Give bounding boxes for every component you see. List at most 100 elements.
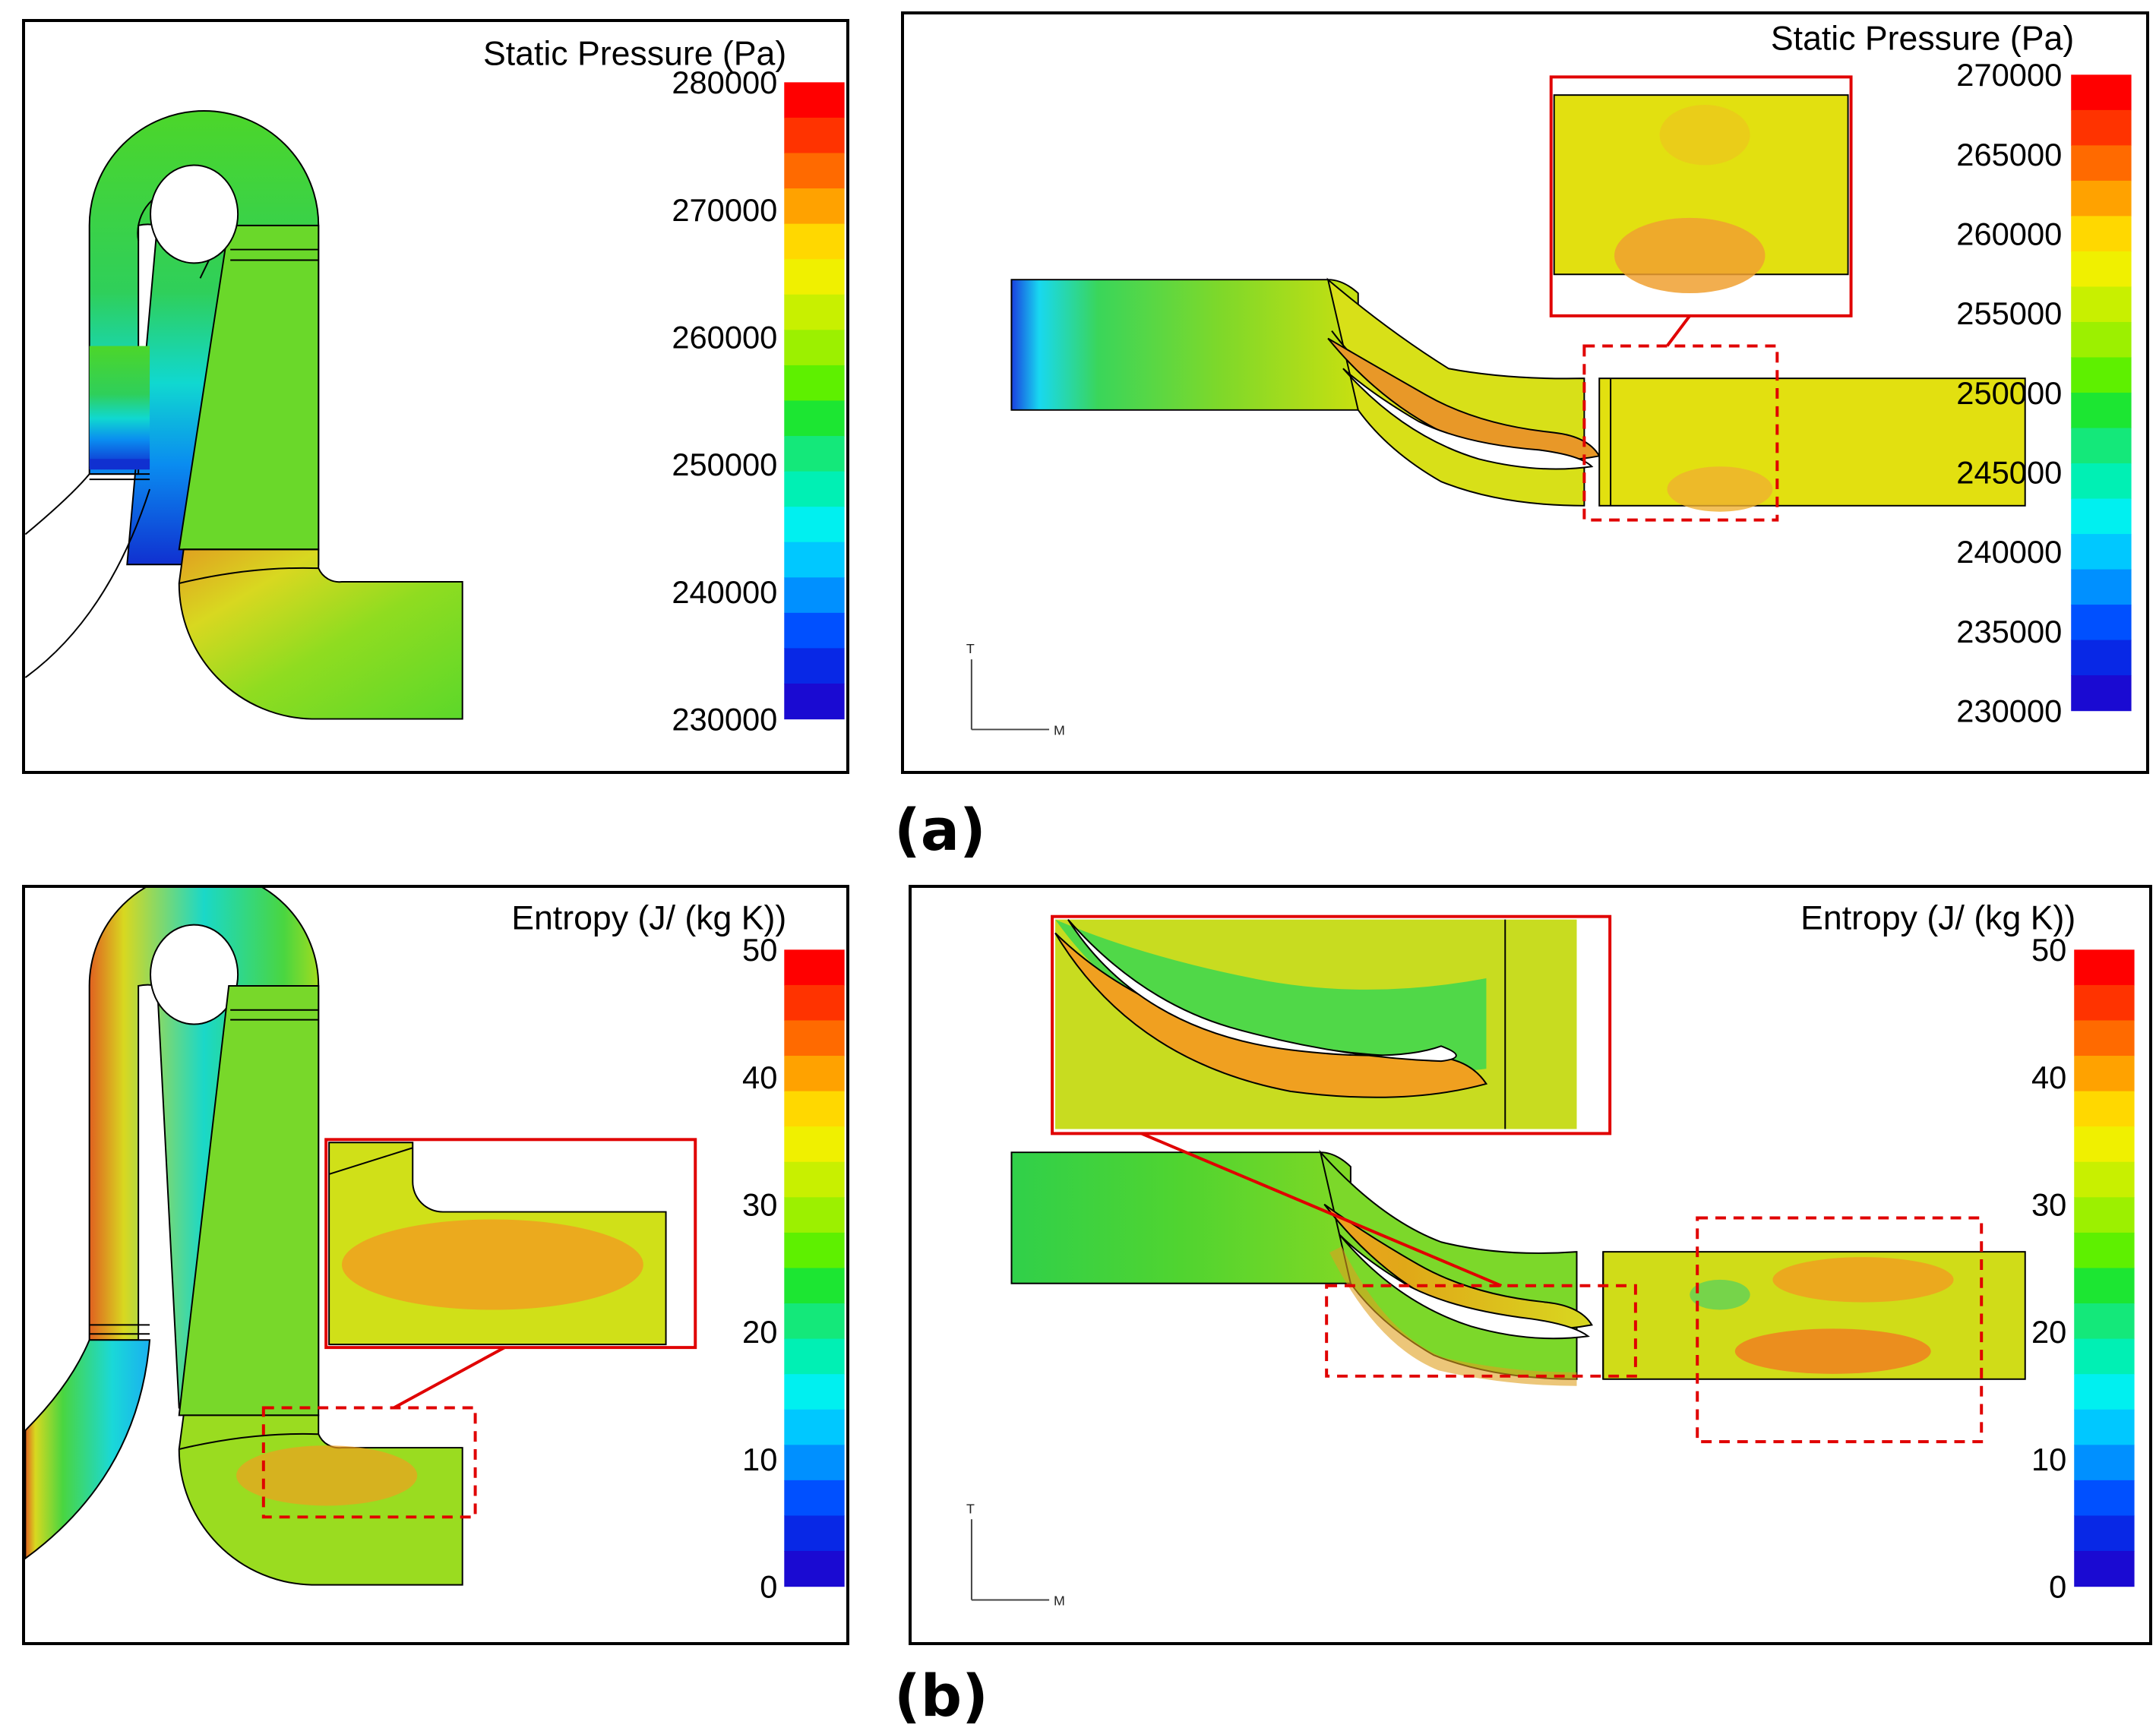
panel-title: Entropy (J/ (kg K)) [511,900,786,937]
zoom-region [1325,1284,1637,1378]
entropy-passage-panel: T M Entropy (J/ (kg K)) 50 40 30 20 10 0 [909,885,2152,1645]
colorbar-tick-label: 30 [742,1187,777,1223]
outlet-elbow [178,548,463,720]
colorbar-band [2071,321,2132,358]
zoom-region [261,1406,477,1519]
colorbar-tick-label: 240000 [1956,534,2062,570]
colorbar-band [784,1409,845,1445]
colorbar-band [2074,1480,2135,1517]
colorbar-ticks: 270000 265000 260000 255000 250000 245000 2400… [1956,57,2062,728]
colorbar-tick-label: 10 [742,1442,777,1477]
colorbar-band [2074,1056,2135,1092]
colorbar-ticks: 280000 270000 260000 250000 240000 230000 [672,65,777,737]
colorbar-tick-label: 0 [2049,1568,2066,1604]
colorbar-tick-label: 20 [742,1314,777,1350]
low-pressure-zone [89,346,150,467]
colorbar-band [2071,251,2132,288]
colorbar-band [784,1480,845,1517]
colorbar-band [784,400,845,437]
blade-passage [1319,1149,1578,1380]
pressure-volute-panel: Static Pressure (Pa) 280000 270000 260000 2… [22,19,849,774]
colorbar-band [784,153,845,189]
caption-a: (a) [894,796,986,864]
colorbar-band [784,82,845,118]
colorbar-tick-label: 280000 [672,65,777,100]
colorbar-band [2071,605,2132,641]
colorbar-band [2071,640,2132,676]
colorbar-band [2071,74,2132,111]
svg-text:T: T [966,641,975,656]
colorbar-band [2074,1303,2135,1340]
colorbar-band [784,1161,845,1198]
colorbar-band [784,1268,845,1304]
entropy-volute-panel: Entropy (J/ (kg K)) 50 40 30 20 10 0 [22,885,849,1645]
colorbar-band [2074,1374,2135,1410]
colorbar-band [2074,1126,2135,1163]
colorbar-band [784,188,845,225]
colorbar-band [784,1338,845,1375]
colorbar-tick-label: 235000 [1956,614,2062,649]
colorbar-band [784,612,845,649]
colorbar-band [2071,498,2132,535]
colorbar [784,82,845,720]
colorbar-tick-label: 50 [742,932,777,968]
colorbar-tick-label: 230000 [1956,693,2062,729]
colorbar-band [784,471,845,507]
colorbar-tick-label: 230000 [672,701,777,737]
colorbar-band [784,1056,845,1092]
colorbar-band [2074,1515,2135,1552]
colorbar-band [784,436,845,472]
colorbar-band [2071,534,2132,570]
svg-text:T: T [966,1501,975,1516]
colorbar-band [784,984,845,1022]
colorbar-band [2074,1551,2135,1587]
colorbar-band [784,117,845,154]
colorbar-band [2071,675,2132,712]
colorbar-band [2074,1197,2135,1233]
colorbar-band [2071,286,2132,323]
colorbar-tick-label: 255000 [1956,295,2062,331]
colorbar-band [784,1091,845,1127]
colorbar [784,949,845,1587]
colorbar-band [2071,393,2132,429]
colorbar-tick-label: 270000 [1956,57,2062,93]
colorbar-band [784,1303,845,1340]
colorbar-band [2071,145,2132,182]
colorbar-band [784,1126,845,1163]
colorbar-tick-label: 20 [2031,1314,2066,1350]
colorbar-band [2074,1338,2135,1375]
colorbar-tick-label: 40 [742,1060,777,1095]
colorbar-band [2071,357,2132,393]
colorbar [2071,74,2132,712]
colorbar-tick-label: 40 [2031,1060,2066,1095]
colorbar-band [784,648,845,684]
colorbar-band [784,294,845,330]
colorbar [2074,949,2135,1587]
colorbar-band [784,330,845,366]
colorbar-band [784,1232,845,1269]
volute-channel [25,1339,151,1560]
colorbar-band [784,949,845,986]
svg-text:M: M [1054,1593,1065,1608]
colorbar-band [2074,1268,2135,1304]
colorbar-band [2071,180,2132,217]
colorbar-band [2074,1409,2135,1445]
panel-title: Static Pressure (Pa) [483,36,786,73]
colorbar-band [784,1020,845,1057]
u-bend-inner [150,164,239,264]
colorbar-ticks: 50 40 30 20 10 0 [742,932,777,1604]
axis-indicator: T M [966,641,1065,738]
inlet-duct [1010,1151,1351,1284]
panel-title: Static Pressure (Pa) [1771,21,2074,58]
colorbar-band [2074,984,2135,1022]
colorbar-tick-label: 245000 [1956,455,2062,491]
pressure-passage-panel: T M Static Pressure (Pa) 270000 265000 260… [901,11,2149,774]
colorbar-tick-label: 265000 [1956,137,2062,172]
colorbar-tick-label: 30 [2031,1187,2066,1223]
colorbar-ticks: 50 40 30 20 10 0 [2031,932,2066,1604]
colorbar-band [2074,1161,2135,1198]
colorbar-band [2071,216,2132,252]
colorbar-band [784,1197,845,1233]
colorbar-band [2071,428,2132,464]
colorbar-band [2074,1091,2135,1127]
